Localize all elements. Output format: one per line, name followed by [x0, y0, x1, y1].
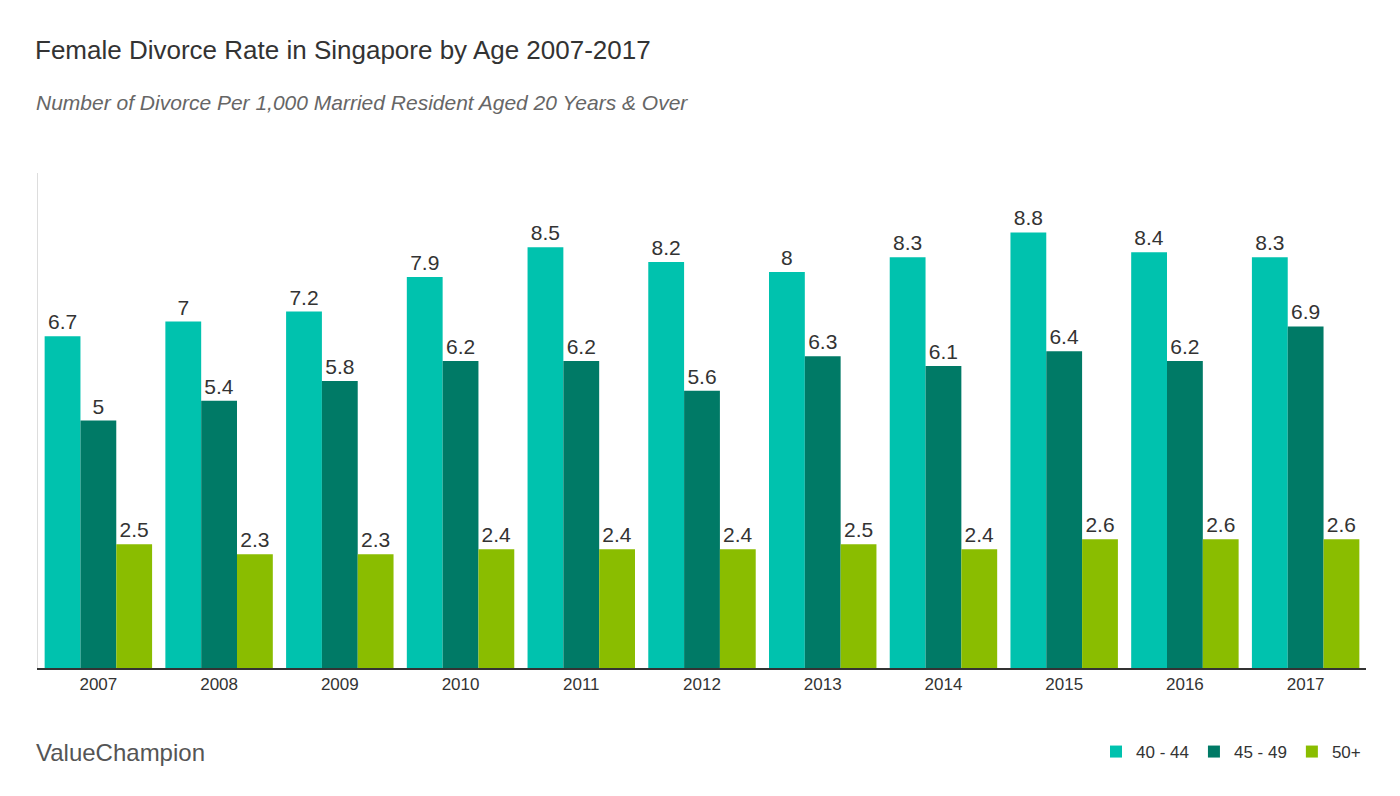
svg-text:2.4: 2.4: [965, 523, 995, 546]
svg-text:45 - 49: 45 - 49: [1234, 743, 1287, 762]
svg-text:Female Divorce Rate in Singapo: Female Divorce Rate in Singapore by Age …: [35, 35, 651, 65]
svg-text:8.3: 8.3: [1255, 231, 1284, 254]
svg-text:7.9: 7.9: [410, 251, 439, 274]
svg-text:Number of Divorce Per 1,000 Ma: Number of Divorce Per 1,000 Married Resi…: [36, 91, 688, 114]
svg-text:2.4: 2.4: [602, 523, 632, 546]
svg-text:8.5: 8.5: [531, 221, 560, 244]
svg-text:6.4: 6.4: [1049, 325, 1079, 348]
svg-text:2009: 2009: [321, 675, 359, 694]
svg-text:ValueChampion: ValueChampion: [36, 739, 205, 766]
svg-text:5.4: 5.4: [204, 375, 234, 398]
svg-text:6.2: 6.2: [446, 335, 475, 358]
svg-text:8.4: 8.4: [1134, 226, 1164, 249]
svg-text:50+: 50+: [1332, 743, 1361, 762]
svg-text:6.9: 6.9: [1291, 300, 1320, 323]
svg-text:8: 8: [781, 246, 793, 269]
svg-text:2012: 2012: [683, 675, 721, 694]
svg-text:6.2: 6.2: [567, 335, 596, 358]
svg-text:2017: 2017: [1287, 675, 1325, 694]
svg-text:2.6: 2.6: [1327, 513, 1356, 536]
svg-text:2007: 2007: [79, 675, 117, 694]
svg-text:2.6: 2.6: [1206, 513, 1235, 536]
svg-text:2.5: 2.5: [120, 518, 149, 541]
svg-text:2014: 2014: [925, 675, 963, 694]
svg-text:2.4: 2.4: [482, 523, 512, 546]
svg-text:6.1: 6.1: [929, 340, 958, 363]
svg-text:2.4: 2.4: [723, 523, 753, 546]
svg-text:2013: 2013: [804, 675, 842, 694]
svg-text:6.2: 6.2: [1170, 335, 1199, 358]
svg-text:2.3: 2.3: [361, 528, 390, 551]
svg-text:8.2: 8.2: [652, 236, 681, 259]
svg-text:5.6: 5.6: [687, 365, 716, 388]
svg-text:5: 5: [93, 395, 105, 418]
svg-text:8.8: 8.8: [1014, 206, 1043, 229]
svg-text:2015: 2015: [1045, 675, 1083, 694]
svg-text:2.5: 2.5: [844, 518, 873, 541]
svg-text:7.2: 7.2: [289, 286, 318, 309]
svg-text:2011: 2011: [563, 675, 600, 694]
svg-text:6.7: 6.7: [48, 310, 77, 333]
svg-text:2008: 2008: [200, 675, 238, 694]
svg-text:6.3: 6.3: [808, 330, 837, 353]
svg-text:8.3: 8.3: [893, 231, 922, 254]
svg-text:2016: 2016: [1166, 675, 1204, 694]
svg-text:40 - 44: 40 - 44: [1136, 743, 1189, 762]
svg-text:2.3: 2.3: [240, 528, 269, 551]
svg-text:5.8: 5.8: [325, 355, 354, 378]
svg-text:2.6: 2.6: [1085, 513, 1114, 536]
svg-text:7: 7: [177, 296, 189, 319]
svg-text:2010: 2010: [442, 675, 480, 694]
